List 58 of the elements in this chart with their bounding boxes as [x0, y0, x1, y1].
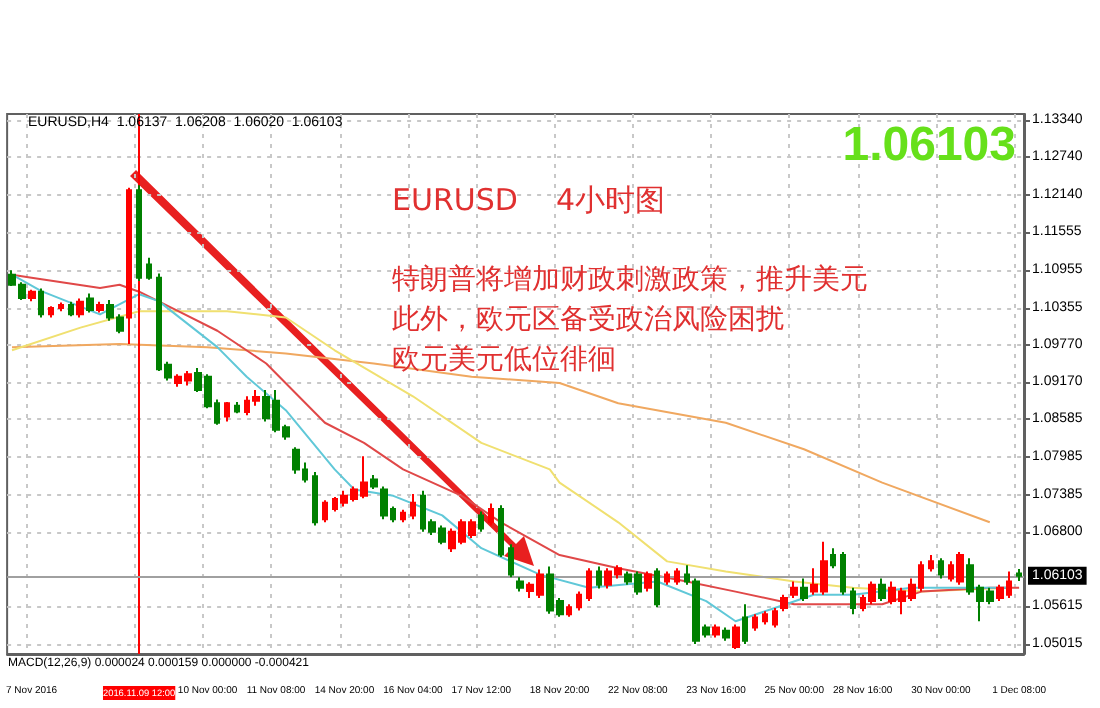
candlestick: [928, 554, 934, 573]
candlestick: [644, 570, 652, 593]
annotation: 1.06103: [842, 118, 1016, 173]
candlestick: [38, 287, 44, 319]
candlestick: [478, 510, 484, 533]
candlestick: [136, 184, 142, 282]
candlestick: [58, 301, 64, 313]
candlestick: [712, 623, 720, 639]
candlestick: [938, 557, 944, 580]
candlestick: [1016, 568, 1022, 582]
candlestick: [410, 492, 416, 521]
candlestick: [674, 567, 680, 586]
candlestick: [566, 603, 572, 618]
candlestick: [322, 499, 328, 524]
candlestick: [28, 288, 36, 303]
candlestick: [516, 576, 524, 593]
candlestick: [732, 623, 740, 650]
candlestick: [508, 543, 514, 579]
candlestick: [252, 388, 260, 407]
annotation: 特朗普将增加财政刺激政策，推升美元: [392, 264, 868, 297]
candlestick: [68, 300, 74, 318]
candlestick: [840, 550, 846, 596]
candlestick: [868, 580, 876, 606]
candlestick: [664, 570, 670, 586]
annotation: EURUSD 4小时图: [392, 182, 666, 218]
candlestick: [96, 300, 104, 314]
candlestick: [654, 567, 660, 609]
candlestick: [400, 508, 406, 524]
candlestick: [380, 485, 388, 521]
candlestick: [790, 580, 798, 599]
candlestick: [86, 292, 94, 314]
candlestick: [370, 474, 378, 490]
candlestick: [742, 603, 748, 645]
candlestick: [312, 470, 318, 527]
candlestick: [576, 590, 582, 612]
candlestick: [956, 550, 964, 586]
candlestick: [722, 626, 730, 642]
annotation: 此外，欧元区备受政治风险困扰: [392, 304, 784, 337]
candlestick: [498, 504, 504, 558]
candlestick: [878, 577, 886, 603]
candlestick: [146, 256, 152, 281]
candlestick: [292, 446, 300, 475]
candlestick: [780, 593, 788, 613]
candlestick: [830, 547, 836, 570]
candlestick: [126, 186, 132, 345]
candlestick: [234, 400, 240, 415]
candlestick: [76, 297, 84, 319]
candlestick: [224, 400, 230, 423]
candlestick: [800, 577, 808, 603]
candlestick: [772, 607, 778, 629]
candlestick: [596, 565, 602, 590]
candlestick: [762, 610, 768, 626]
candlestick: [850, 586, 856, 616]
line-series: [11, 342, 991, 524]
candlestick: [752, 613, 758, 632]
candlestick: [488, 502, 494, 527]
candlestick: [48, 305, 54, 319]
candlestick: [586, 567, 592, 603]
